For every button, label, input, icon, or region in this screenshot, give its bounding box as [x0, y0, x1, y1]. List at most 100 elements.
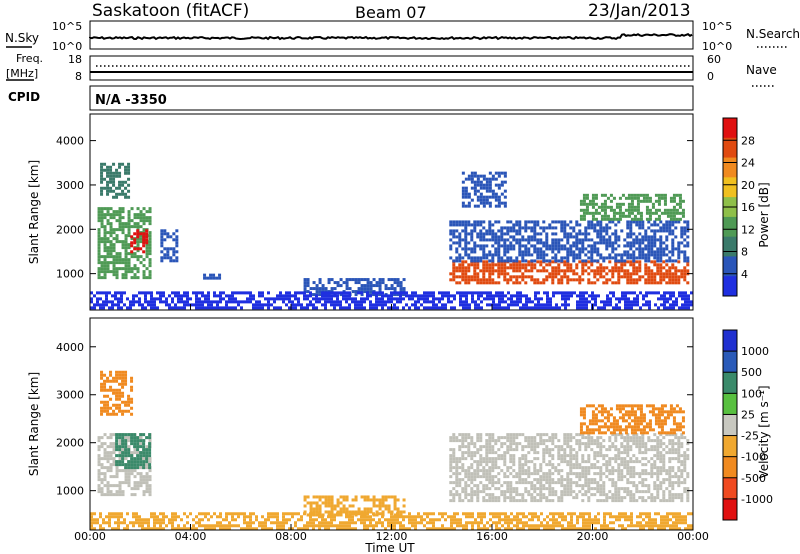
power-cell	[503, 253, 507, 257]
velocity-cell	[142, 439, 146, 443]
velocity-cell	[273, 512, 276, 516]
velocity-cell	[509, 445, 513, 449]
power-cell	[524, 244, 528, 248]
power-cell	[650, 241, 654, 245]
velocity-cell	[545, 487, 549, 491]
nsky-tick-low: 10^0	[52, 40, 82, 53]
velocity-cell	[627, 410, 631, 414]
power-cell	[99, 306, 102, 310]
velocity-cell	[530, 436, 534, 440]
velocity-cell	[680, 454, 684, 458]
power-cell	[662, 229, 666, 233]
velocity-cell	[638, 481, 642, 485]
power-cell	[533, 247, 537, 251]
velocity-cell	[605, 469, 609, 473]
power-cell	[297, 297, 300, 301]
power-cell	[477, 306, 480, 310]
power-cell	[372, 278, 376, 282]
velocity-cell	[557, 496, 561, 500]
power-cell	[528, 300, 531, 304]
velocity-cell	[579, 407, 583, 411]
velocity-cell	[641, 499, 645, 503]
power-cell	[106, 189, 110, 193]
velocity-cell	[593, 454, 597, 458]
power-cell	[629, 260, 633, 264]
velocity-cell	[530, 487, 534, 491]
velocity-cell	[467, 499, 471, 503]
power-cell	[452, 269, 456, 273]
power-cell	[495, 294, 498, 298]
velocity-cell	[630, 425, 634, 429]
power-cell	[267, 300, 270, 304]
power-cell	[130, 237, 134, 241]
velocity-cell	[488, 478, 492, 482]
velocity-cell	[569, 451, 573, 455]
power-cell	[512, 244, 516, 248]
velocity-cell	[617, 493, 621, 497]
velocity-cell	[384, 498, 388, 502]
velocity-cell	[497, 481, 501, 485]
velocity-cell	[473, 493, 477, 497]
power-cell	[435, 297, 438, 301]
velocity-cell	[225, 524, 228, 528]
velocity-cell	[636, 422, 640, 426]
velocity-cell	[261, 527, 264, 531]
power-cell	[563, 223, 567, 227]
power-cell	[464, 281, 468, 285]
velocity-cell	[560, 499, 564, 503]
power-cell	[100, 225, 104, 229]
velocity-cell	[506, 487, 510, 491]
velocity-cell	[464, 487, 468, 491]
power-cell	[494, 263, 498, 267]
power-cell	[312, 297, 315, 301]
power-cell	[213, 306, 216, 310]
power-cell	[476, 259, 480, 263]
velocity-cell	[524, 472, 528, 476]
power-cell	[501, 294, 504, 298]
power-cell	[166, 232, 170, 236]
power-cell	[461, 272, 465, 276]
velocity-cell	[578, 472, 582, 476]
velocity-cell	[506, 484, 510, 488]
velocity-cell	[130, 442, 134, 446]
power-cell	[524, 238, 528, 242]
velocity-cell	[106, 454, 110, 458]
velocity-cell	[470, 493, 474, 497]
velocity-cell	[563, 487, 567, 491]
power-cell	[195, 291, 198, 295]
velocity-cell	[633, 431, 637, 435]
power-cell	[518, 238, 522, 242]
power-cell	[315, 287, 319, 291]
power-cell	[569, 250, 573, 254]
velocity-cell	[524, 478, 528, 482]
power-cell	[491, 192, 495, 196]
power-cell	[672, 300, 675, 304]
power-cell	[136, 240, 140, 244]
velocity-cell	[118, 388, 122, 392]
velocity-cell	[114, 512, 117, 516]
power-cell	[372, 284, 376, 288]
velocity-cell	[243, 518, 246, 522]
power-cell	[464, 250, 468, 254]
velocity-cell	[503, 490, 507, 494]
power-cell	[488, 238, 492, 242]
velocity-cell	[130, 487, 134, 491]
velocity-cell	[662, 496, 666, 500]
velocity-cell	[479, 481, 483, 485]
power-cell	[452, 220, 456, 224]
velocity-cell	[142, 475, 146, 479]
velocity-cell	[668, 490, 672, 494]
velocity-cell	[485, 442, 489, 446]
velocity-cell	[602, 484, 606, 488]
power-cell	[645, 217, 649, 221]
power-cell	[327, 278, 331, 282]
power-cell	[363, 297, 366, 301]
velocity-cell	[145, 460, 149, 464]
power-cell	[485, 238, 489, 242]
velocity-cell	[563, 493, 567, 497]
velocity-cell	[617, 433, 621, 437]
power-cell	[136, 237, 140, 241]
velocity-cell	[141, 527, 144, 531]
velocity-cell	[620, 442, 624, 446]
velocity-cell	[148, 439, 152, 443]
